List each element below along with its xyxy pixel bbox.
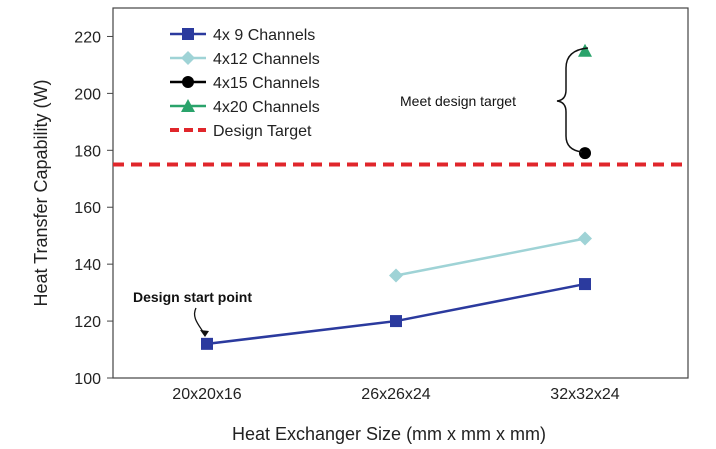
data-point — [579, 278, 591, 291]
legend-marker — [181, 51, 195, 65]
data-point — [579, 147, 591, 160]
y-tick-label: 180 — [74, 143, 101, 160]
y-tick-label: 160 — [74, 200, 101, 217]
x-axis-title: Heat Exchanger Size (mm x mm x mm) — [232, 424, 546, 444]
series-line — [395, 237, 586, 277]
legend-label: 4x15 Channels — [213, 75, 320, 92]
legend-marker — [181, 99, 195, 112]
x-tick-label: 32x32x24 — [550, 386, 619, 403]
data-point — [201, 337, 213, 350]
data-point — [578, 43, 592, 57]
y-axis-title: Heat Transfer Capability (W) — [31, 79, 51, 306]
y-tick-label: 200 — [74, 86, 101, 103]
plot-area: 100 120 140 160 180 200 220 20x20x16 26x26x24 32x… — [31, 7, 689, 444]
annotation-target: Meet design target — [400, 93, 516, 109]
y-tick-label: 140 — [74, 257, 101, 274]
legend-label: 4x 9 Channels — [213, 27, 315, 44]
data-point — [390, 315, 402, 328]
legend-label: Design Target — [213, 123, 312, 140]
y-tick-label: 120 — [74, 314, 101, 331]
y-tick-label: 100 — [74, 371, 101, 388]
x-tick-label: 26x26x24 — [361, 386, 430, 403]
legend-label: 4x12 Channels — [213, 51, 320, 68]
annotation-arrow-head — [200, 330, 209, 337]
annotation-brace — [556, 47, 589, 153]
series-line — [206, 282, 586, 346]
plot-frame — [112, 7, 689, 379]
legend-marker — [182, 28, 194, 40]
y-tick-label: 220 — [74, 29, 101, 46]
x-tick-label: 20x20x16 — [172, 386, 241, 403]
legend-label: 4x20 Channels — [213, 99, 320, 116]
data-point — [578, 231, 592, 246]
legend-marker — [182, 76, 194, 88]
data-point — [389, 268, 403, 283]
annotation-start: Design start point — [133, 289, 252, 305]
